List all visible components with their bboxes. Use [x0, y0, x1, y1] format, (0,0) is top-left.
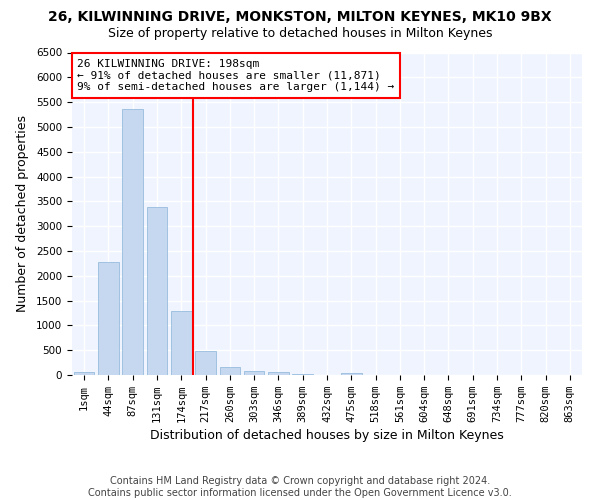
- Text: Size of property relative to detached houses in Milton Keynes: Size of property relative to detached ho…: [108, 28, 492, 40]
- X-axis label: Distribution of detached houses by size in Milton Keynes: Distribution of detached houses by size …: [150, 429, 504, 442]
- Bar: [220, 366, 240, 375]
- Bar: [244, 370, 265, 375]
- Bar: [122, 108, 143, 375]
- Bar: [171, 310, 191, 375]
- Text: Contains HM Land Registry data © Crown copyright and database right 2024.
Contai: Contains HM Land Registry data © Crown c…: [88, 476, 512, 498]
- Bar: [98, 262, 119, 375]
- Y-axis label: Number of detached properties: Number of detached properties: [16, 116, 29, 312]
- Text: 26, KILWINNING DRIVE, MONKSTON, MILTON KEYNES, MK10 9BX: 26, KILWINNING DRIVE, MONKSTON, MILTON K…: [48, 10, 552, 24]
- Bar: [195, 351, 216, 375]
- Text: 26 KILWINNING DRIVE: 198sqm
← 91% of detached houses are smaller (11,871)
9% of : 26 KILWINNING DRIVE: 198sqm ← 91% of det…: [77, 59, 394, 92]
- Bar: [341, 373, 362, 375]
- Bar: [74, 372, 94, 375]
- Bar: [146, 208, 167, 375]
- Bar: [292, 374, 313, 375]
- Bar: [268, 372, 289, 375]
